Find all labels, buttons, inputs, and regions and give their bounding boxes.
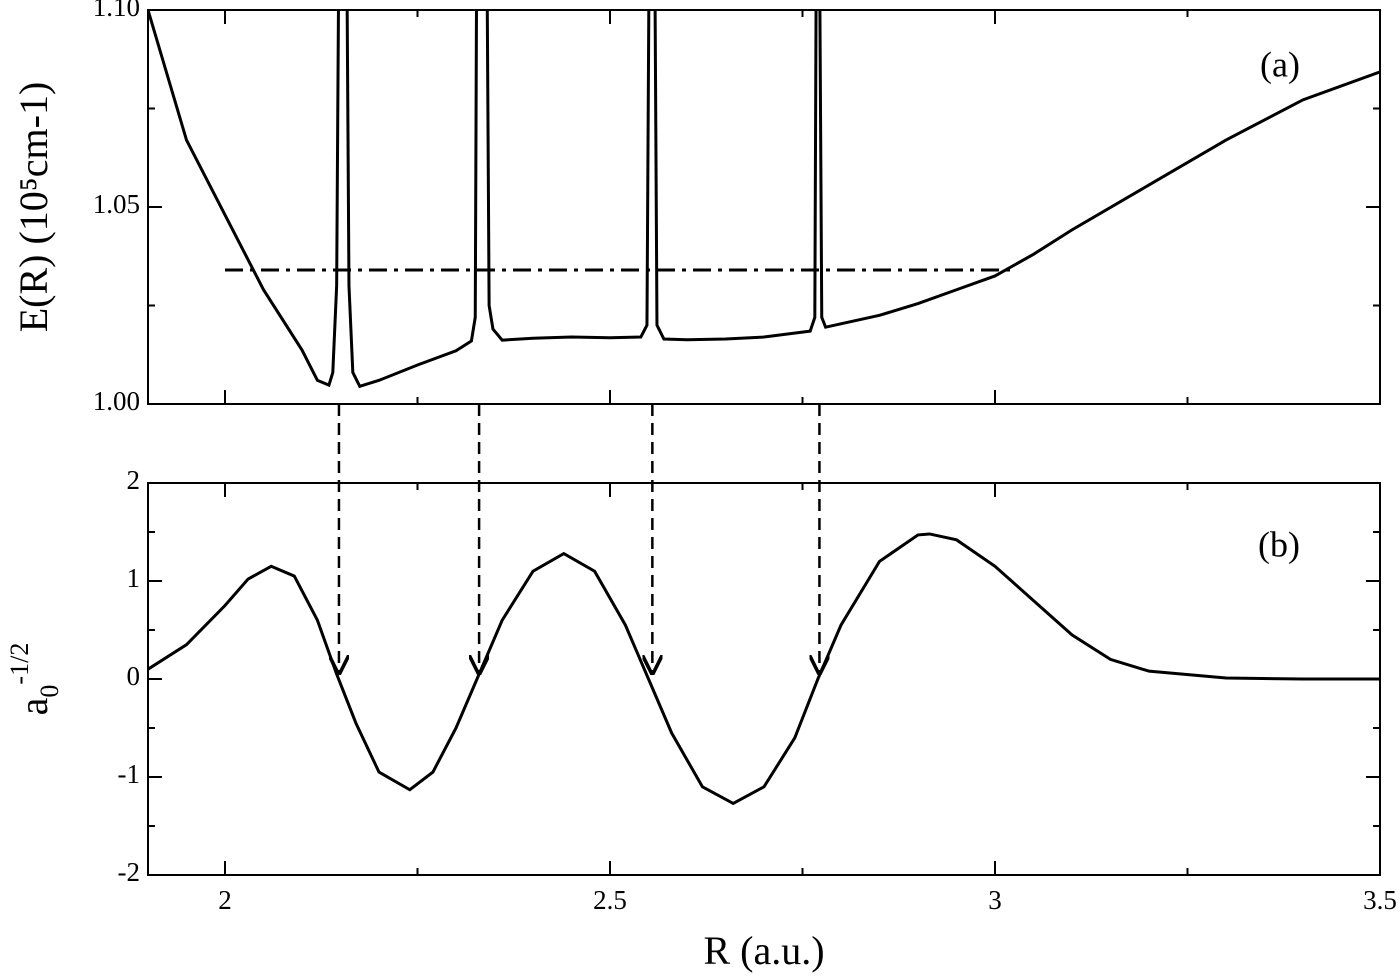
x-tick-label: 2.5 — [593, 885, 627, 915]
y-label-sup: -1/2 — [5, 643, 34, 685]
x-tick-label: 3 — [988, 885, 1002, 915]
y-tick-label: 1.10 — [93, 0, 140, 22]
y-tick-label: 2 — [127, 465, 141, 495]
line-series — [148, 532, 1380, 806]
y-tick-label: 1.05 — [93, 189, 140, 219]
y-label-base: a — [11, 697, 56, 715]
x-axis-label: R (a.u.) — [703, 928, 824, 973]
y-axis-label: E(R) (10⁵cm-1) — [11, 82, 56, 333]
line-series — [148, 10, 1380, 389]
panel-label: (b) — [1258, 524, 1300, 564]
y-tick-label: -1 — [118, 759, 141, 789]
y-tick-label: 1.00 — [93, 386, 140, 416]
y-tick-label: -2 — [118, 857, 141, 887]
panel-label: (a) — [1260, 44, 1300, 84]
y-axis-label: a0-1/2 — [5, 643, 64, 716]
y-tick-label: 1 — [127, 563, 141, 593]
plot-frame — [147, 482, 1381, 876]
x-tick-label: 3.5 — [1363, 885, 1397, 915]
y-tick-label: 0 — [127, 661, 141, 691]
y-label-sub: 0 — [35, 685, 64, 698]
x-tick-label: 2 — [218, 885, 232, 915]
